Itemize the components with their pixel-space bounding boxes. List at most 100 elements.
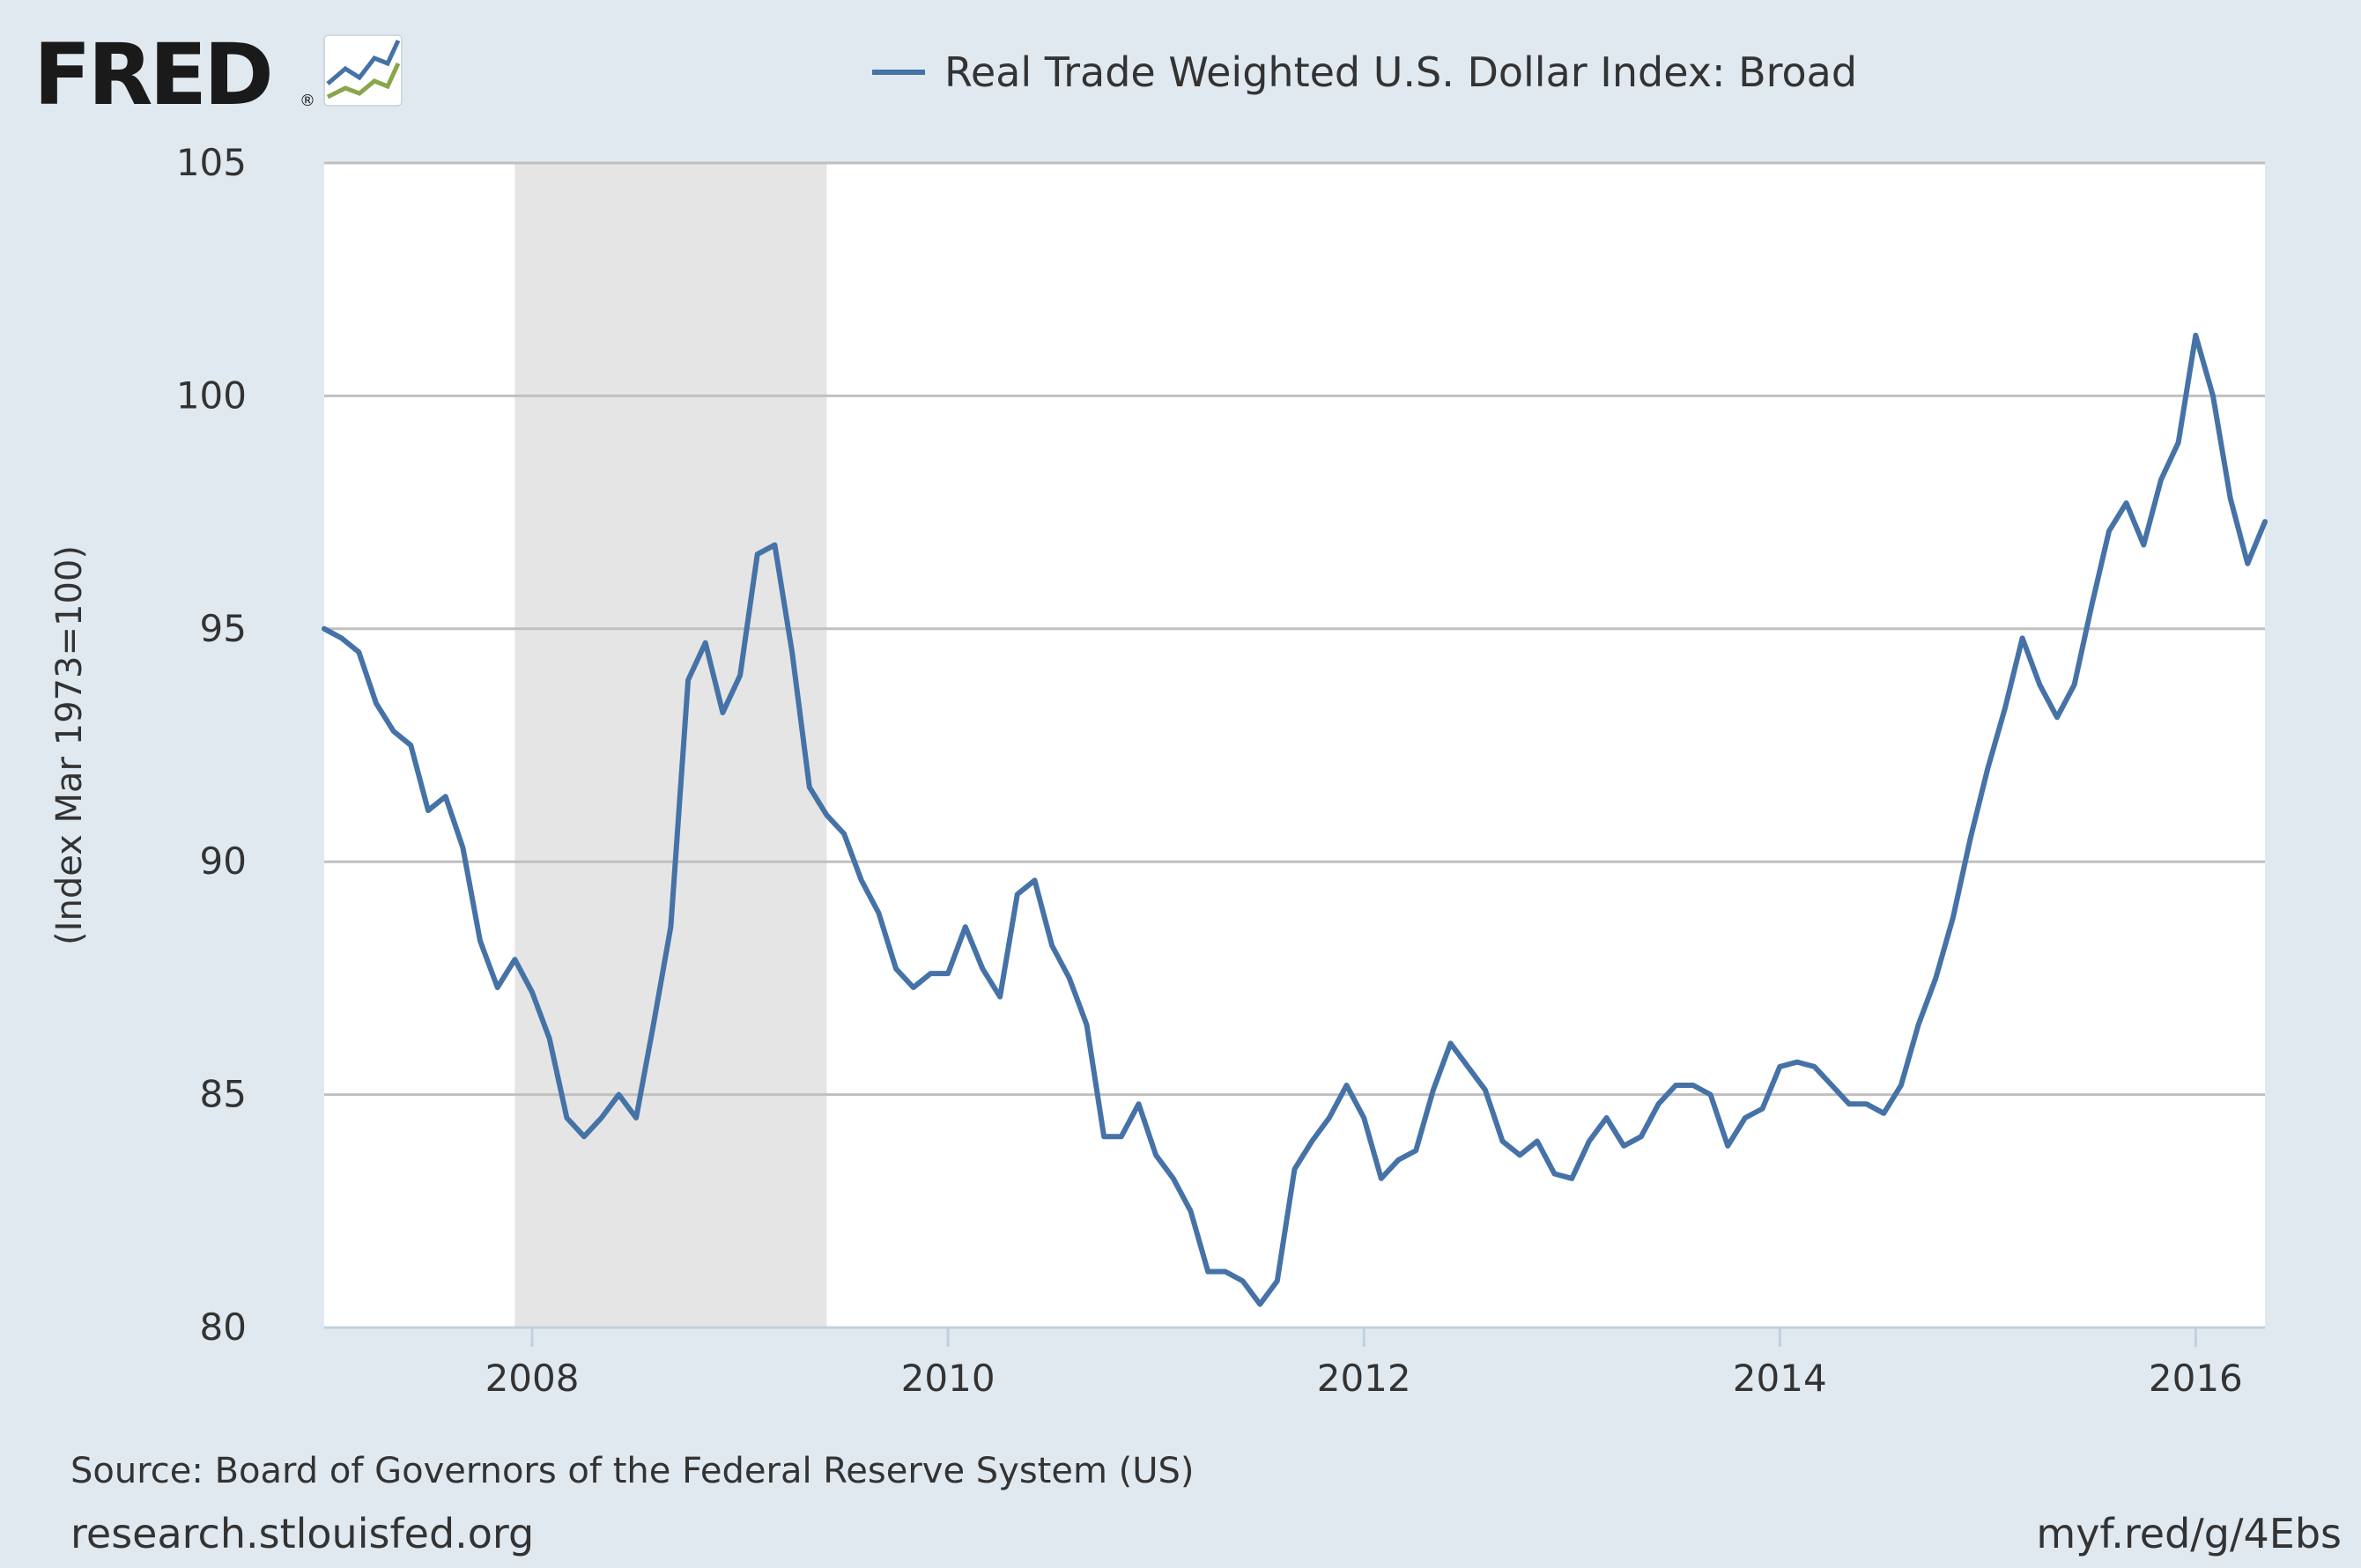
data-point: [1431, 1087, 1436, 1092]
x-tick-label: 2010: [901, 1357, 995, 1400]
registered-mark: ®: [300, 92, 315, 110]
data-point: [1084, 1022, 1089, 1027]
data-point: [495, 985, 500, 990]
data-point: [2106, 529, 2112, 534]
logo-text: FRED: [33, 26, 270, 124]
data-point: [633, 1115, 639, 1121]
data-point: [1621, 1143, 1626, 1149]
data-point: [841, 831, 847, 836]
data-point: [2262, 519, 2268, 524]
data-point: [1898, 1083, 1904, 1088]
data-point: [1465, 1064, 1470, 1069]
data-point: [1743, 1115, 1748, 1121]
data-point: [2089, 603, 2094, 608]
data-point: [1639, 1134, 1644, 1139]
data-point: [945, 971, 951, 976]
data-point: [1968, 836, 1973, 841]
short-url-link[interactable]: myf.red/g/4Ebs: [2036, 1510, 2342, 1557]
data-point: [1153, 1152, 1158, 1158]
data-point: [859, 877, 864, 883]
data-point: [2210, 393, 2216, 398]
data-point: [1673, 1083, 1678, 1088]
data-point: [599, 1115, 604, 1121]
data-point: [581, 1134, 587, 1139]
data-point: [391, 729, 396, 734]
x-tick-label: 2012: [1317, 1357, 1411, 1400]
gridlines: [324, 161, 2265, 1097]
data-point: [720, 710, 725, 715]
data-point: [1500, 1138, 1506, 1143]
data-point: [1881, 1111, 1886, 1116]
data-point: [1101, 1134, 1106, 1139]
data-point: [1344, 1083, 1350, 1088]
y-tick-label: 80: [200, 1305, 247, 1349]
data-point: [1032, 877, 1037, 883]
data-point: [1067, 975, 1072, 980]
data-point: [1829, 1083, 1834, 1088]
x-tick-label: 2014: [1733, 1357, 1827, 1400]
y-axis-label: (Index Mar 1973=100): [49, 545, 90, 945]
source-note: Source: Board of Governors of the Federa…: [70, 1451, 1195, 1491]
data-point: [2124, 500, 2129, 506]
data-point: [1188, 1209, 1193, 1214]
data-point: [980, 966, 985, 972]
data-point: [651, 1022, 656, 1027]
logo-chart-icon: [323, 34, 403, 107]
data-point: [1327, 1115, 1332, 1121]
data-point: [1136, 1101, 1141, 1106]
data-point: [1795, 1060, 1800, 1065]
data-point: [755, 551, 760, 557]
data-point: [1950, 915, 1956, 921]
y-tick-label: 95: [200, 607, 247, 650]
data-point: [2158, 477, 2164, 483]
data-point: [1725, 1143, 1730, 1149]
data-point: [2176, 440, 2181, 445]
fred-logo[interactable]: FRED ®: [33, 26, 403, 124]
y-tick-label: 85: [200, 1073, 247, 1116]
data-point: [807, 785, 812, 790]
data-point: [547, 1036, 552, 1041]
data-point: [1361, 1115, 1366, 1121]
data-point: [1049, 943, 1055, 948]
data-point: [772, 543, 777, 548]
data-point: [2054, 714, 2060, 720]
y-tick-label: 105: [176, 141, 247, 184]
data-point: [408, 743, 413, 748]
data-point: [1691, 1083, 1696, 1088]
data-point: [1587, 1138, 1592, 1143]
data-point: [356, 649, 361, 655]
site-link[interactable]: research.stlouisfed.org: [70, 1510, 534, 1557]
legend-label: Real Trade Weighted U.S. Dollar Index: B…: [944, 48, 1857, 96]
data-point: [1812, 1064, 1817, 1069]
data-point: [2002, 706, 2008, 711]
data-point: [1292, 1166, 1298, 1172]
data-point: [1760, 1106, 1765, 1111]
data-point: [789, 649, 795, 655]
data-point: [668, 924, 673, 929]
data-point: [1656, 1101, 1662, 1106]
data-point: [426, 808, 431, 813]
data-point: [1448, 1040, 1454, 1046]
series-line: [322, 332, 2268, 1307]
data-point: [1015, 891, 1020, 897]
data-point: [616, 1092, 621, 1098]
data-point: [1205, 1269, 1210, 1275]
data-point: [512, 957, 517, 962]
data-point: [1275, 1278, 1280, 1283]
data-point: [529, 989, 535, 995]
data-point: [1535, 1138, 1540, 1143]
data-point: [339, 635, 344, 640]
data-point: [2141, 543, 2146, 548]
data-point: [893, 966, 899, 972]
data-point: [1483, 1087, 1488, 1092]
data-point: [374, 700, 379, 706]
data-point: [1379, 1176, 1384, 1181]
data-point: [460, 845, 465, 850]
data-point: [1604, 1115, 1610, 1121]
data-point: [2228, 496, 2233, 501]
x-tick-label: 2008: [485, 1357, 580, 1400]
data-point: [564, 1115, 569, 1121]
data-point: [1171, 1176, 1176, 1181]
data-point: [928, 971, 933, 976]
